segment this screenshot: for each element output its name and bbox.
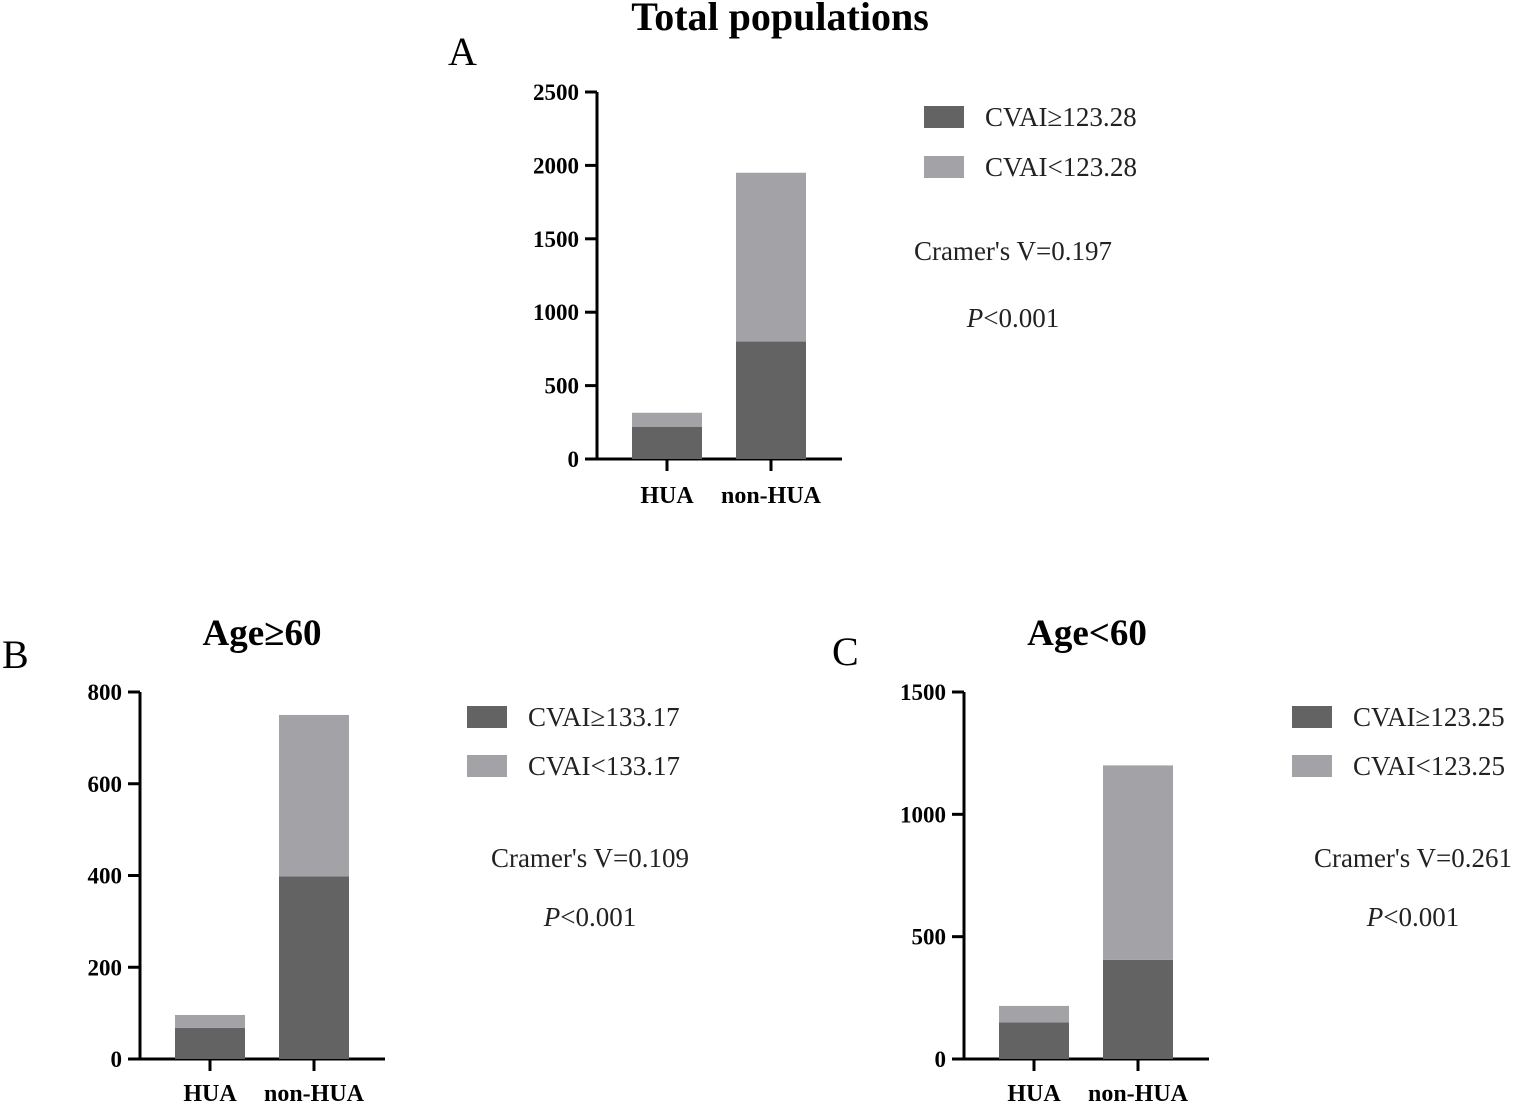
legend-label: CVAI<133.17 <box>528 751 680 781</box>
bar-non-hua-series-2 <box>279 714 349 877</box>
p-value-label: P<0.001 <box>543 902 636 932</box>
panel-letter: B <box>2 632 29 677</box>
bar-non-hua-series-1 <box>736 341 806 459</box>
panel-letter: A <box>448 29 477 74</box>
y-tick-label: 200 <box>88 955 123 980</box>
p-value: <0.001 <box>983 303 1059 333</box>
bar-non-hua-series-2 <box>736 172 806 342</box>
panel-b: B Age≥60 0 200 400 600 800 HUA non-HUA CVAI≥133.1… <box>2 613 689 1105</box>
x-tick-label: non-HUA <box>1088 1081 1189 1105</box>
legend-label: CVAI<123.28 <box>985 152 1137 182</box>
bar-hua-series-1 <box>175 1027 245 1059</box>
x-tick-label: non-HUA <box>721 483 822 509</box>
p-value: <0.001 <box>1383 902 1459 932</box>
panel-title: Age<60 <box>1027 613 1147 654</box>
legend-swatch <box>924 156 964 178</box>
bar-non-hua-series-1 <box>1103 959 1173 1059</box>
legend-label: CVAI≥123.25 <box>1353 702 1505 732</box>
x-tick-label: HUA <box>1007 1081 1061 1105</box>
bar-hua-series-1 <box>632 426 702 459</box>
legend-label: CVAI≥133.17 <box>528 702 680 732</box>
y-tick-label: 2000 <box>533 153 579 178</box>
y-tick-label: 0 <box>111 1047 123 1072</box>
p-value-label: P<0.001 <box>1366 902 1459 932</box>
x-tick-label: HUA <box>640 483 694 509</box>
p-symbol: P <box>543 902 561 932</box>
bar-hua-series-2 <box>175 1014 245 1028</box>
cramers-v-label: Cramer's V=0.261 <box>1314 843 1512 873</box>
y-tick-label: 1500 <box>900 680 946 705</box>
legend-swatch <box>467 755 507 777</box>
p-value: <0.001 <box>560 902 636 932</box>
legend-label: CVAI<123.25 <box>1353 751 1505 781</box>
x-tick-label: HUA <box>183 1081 237 1105</box>
legend-swatch <box>924 106 964 128</box>
y-tick-label: 0 <box>935 1047 947 1072</box>
panel-a: A 0 500 1000 1500 2000 2500 HUA non-HUA CVAI≥123.… <box>448 29 1137 509</box>
panel-letter: C <box>832 629 859 674</box>
y-tick-label: 1500 <box>533 227 579 252</box>
bar-hua-series-2 <box>999 1005 1069 1023</box>
legend-label: CVAI≥123.28 <box>985 102 1137 132</box>
legend-swatch <box>467 706 507 728</box>
x-tick-label: non-HUA <box>264 1081 365 1105</box>
legend-swatch <box>1292 755 1332 777</box>
y-tick-label: 600 <box>88 772 123 797</box>
y-tick-label: 800 <box>88 680 123 705</box>
cramers-v-label: Cramer's V=0.109 <box>491 843 689 873</box>
panel-title: Age≥60 <box>203 613 322 654</box>
y-tick-label: 2500 <box>533 80 579 105</box>
bar-hua-series-2 <box>632 412 702 427</box>
y-tick-label: 400 <box>88 864 123 889</box>
legend-swatch <box>1292 706 1332 728</box>
cramers-v-label: Cramer's V=0.197 <box>914 236 1112 266</box>
y-tick-label: 0 <box>568 447 580 472</box>
panel-c: C Age<60 0 500 1000 1500 HUA non-HUA CVAI≥123.25… <box>832 613 1512 1105</box>
p-symbol: P <box>966 303 984 333</box>
y-tick-label: 500 <box>545 374 580 399</box>
p-value-label: P<0.001 <box>966 303 1059 333</box>
figure-title: Total populations <box>631 0 929 39</box>
p-symbol: P <box>1366 902 1384 932</box>
bar-non-hua-series-1 <box>279 876 349 1059</box>
y-tick-label: 1000 <box>900 802 946 827</box>
y-tick-label: 500 <box>912 925 947 950</box>
bar-hua-series-1 <box>999 1022 1069 1059</box>
y-tick-label: 1000 <box>533 300 579 325</box>
bar-non-hua-series-2 <box>1103 765 1173 960</box>
